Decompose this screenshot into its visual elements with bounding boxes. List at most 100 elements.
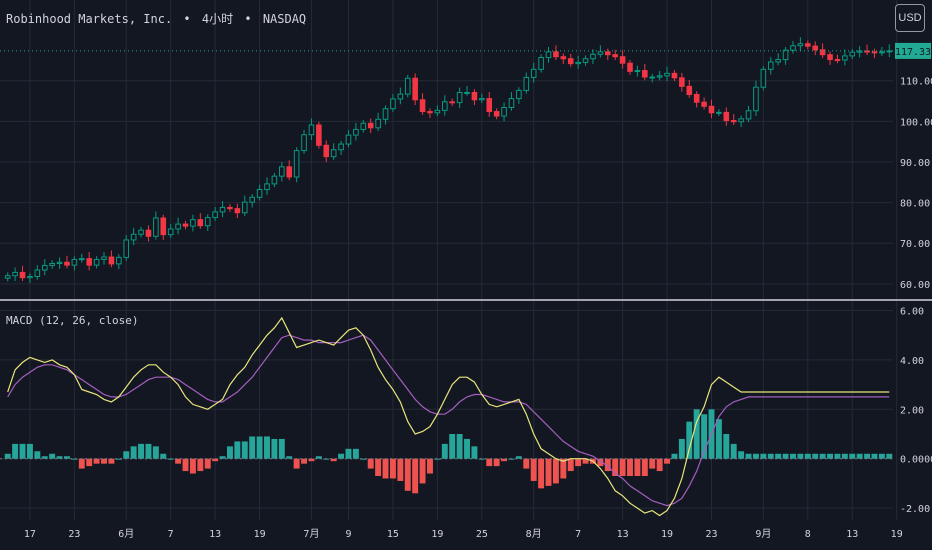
candle-body: [767, 61, 774, 70]
histogram-bar: [493, 458, 500, 467]
macd-histogram: [4, 409, 893, 494]
candle-body: [649, 76, 656, 79]
histogram-bar: [256, 436, 263, 459]
macd-indicator-title[interactable]: MACD (12, 26, close): [6, 314, 139, 327]
price-axis-tick: 80.00: [900, 199, 930, 210]
candle-body: [41, 265, 48, 271]
candle-body: [19, 271, 26, 279]
histogram-bar: [790, 453, 796, 459]
histogram-bar: [567, 458, 574, 472]
histogram-bar: [271, 438, 278, 459]
histogram-bar: [101, 458, 107, 464]
histogram-bar: [138, 443, 145, 459]
candle-body: [523, 76, 530, 91]
candle-body: [130, 233, 137, 241]
candle-body: [686, 85, 693, 95]
histogram-bar: [827, 453, 833, 459]
time-axis[interactable]: 17 23 6月 7 13 19 7月 9 15 19 25 8月 7 13 19 23 9月 8 13 19: [24, 528, 903, 540]
candle-body: [864, 50, 870, 53]
candle-body: [27, 276, 33, 279]
candle-body: [553, 51, 559, 58]
candle-body: [219, 206, 226, 213]
candle-body: [879, 51, 885, 54]
time-axis-tick: 6月: [118, 528, 134, 540]
histogram-bar: [93, 458, 100, 464]
histogram-bar: [715, 419, 722, 459]
candle-body: [167, 228, 174, 236]
currency-button[interactable]: USD: [895, 4, 925, 32]
histogram-bar: [738, 451, 745, 459]
histogram-bar: [856, 453, 863, 459]
macd-line: [7, 316, 890, 517]
histogram-bar: [582, 458, 589, 464]
histogram-bar: [56, 456, 63, 459]
candle-body: [456, 91, 463, 104]
histogram-bar: [604, 458, 611, 472]
candle-body: [627, 62, 633, 72]
symbol-name: Robinhood Markets, Inc.: [6, 12, 173, 26]
histogram-bar: [264, 436, 270, 459]
candle-body: [886, 50, 893, 53]
histogram-bar: [234, 441, 241, 459]
price-axis-tick: 100.00: [900, 117, 932, 128]
histogram-bar: [130, 446, 137, 459]
candle-body: [145, 229, 152, 237]
histogram-bar: [86, 458, 93, 467]
histogram-bar: [686, 421, 693, 459]
candle-body: [419, 99, 426, 113]
histogram-bar: [64, 456, 70, 459]
symbol-header[interactable]: Robinhood Markets, Inc. • 4小时 • NASDAQ: [6, 10, 310, 27]
candle-body: [582, 58, 589, 63]
candle-body: [86, 258, 92, 266]
candle-body: [12, 271, 18, 277]
candle-body: [834, 59, 841, 62]
time-axis-tick: 19: [661, 529, 673, 540]
histogram-bar: [523, 458, 530, 469]
candlestick-series: [4, 37, 893, 283]
histogram-bar: [841, 453, 848, 459]
candle-body: [153, 217, 159, 237]
macd-signal-line: [7, 334, 890, 507]
histogram-bar: [812, 453, 819, 459]
time-axis-tick: 25: [476, 529, 488, 540]
histogram-bar: [871, 453, 878, 459]
time-axis-tick: 7: [575, 529, 581, 540]
candle-body: [590, 53, 596, 60]
candle-body: [71, 258, 78, 266]
histogram-bar: [375, 458, 382, 476]
histogram-bar: [26, 443, 33, 459]
histogram-bar: [315, 456, 322, 459]
histogram-bar: [389, 458, 396, 479]
histogram-bar: [782, 453, 789, 459]
histogram-bar: [730, 443, 737, 459]
histogram-bar: [34, 451, 41, 459]
candle-body: [479, 98, 485, 101]
histogram-bar: [678, 438, 685, 459]
histogram-bar: [634, 458, 641, 476]
candle-body: [138, 229, 144, 235]
current-price-label-bg: [895, 42, 931, 59]
macd-axis[interactable]: 6.00 4.00 2.00 0.0000 -2.00: [900, 306, 932, 515]
price-axis[interactable]: 110.00 100.00 90.00 80.00 70.00 60.00: [900, 77, 932, 291]
time-axis-tick: 23: [68, 529, 80, 540]
candle-body: [538, 57, 544, 70]
histogram-bar: [797, 453, 804, 459]
histogram-bar: [849, 453, 856, 459]
histogram-bar: [723, 434, 730, 459]
histogram-bar: [71, 458, 78, 460]
candle-body: [471, 91, 478, 101]
candle-body: [434, 109, 441, 114]
macd-axis-tick: -2.00: [900, 504, 930, 515]
candle-body: [716, 111, 722, 114]
histogram-bar: [864, 453, 871, 459]
candle-body: [316, 124, 322, 146]
candle-body: [397, 93, 404, 100]
histogram-bar: [530, 458, 537, 481]
histogram-bar: [471, 446, 478, 459]
timeframe-label[interactable]: 4小时: [201, 12, 234, 26]
time-axis-tick: 13: [846, 529, 858, 540]
histogram-bar: [515, 456, 522, 459]
histogram-bar: [49, 453, 56, 459]
candle-body: [390, 98, 396, 110]
